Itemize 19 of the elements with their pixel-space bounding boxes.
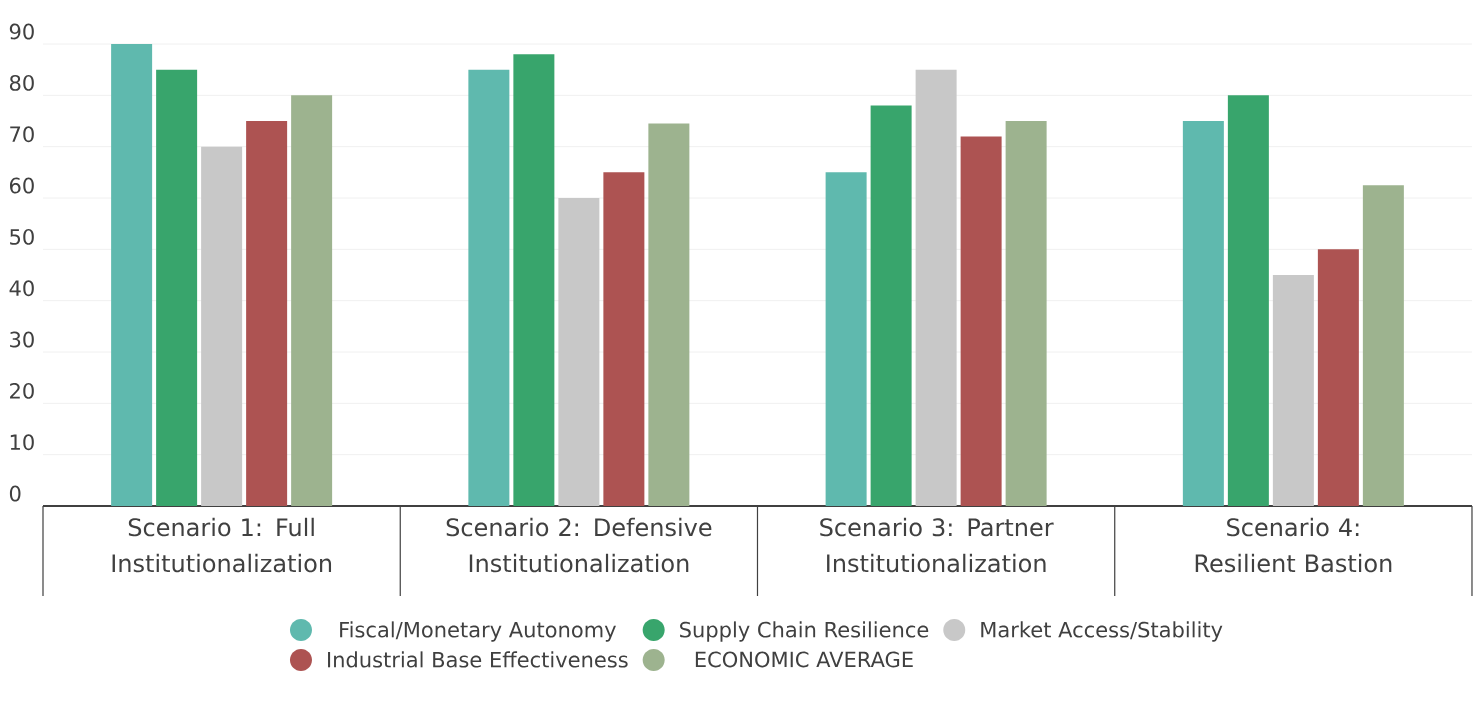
legend-label: ECONOMIC AVERAGE	[695, 651, 913, 668]
x-tick-label: Scenario 4: Resilient Bastion	[1195, 517, 1392, 573]
x-tick-label: Scenario 1: Full Institutionalization	[112, 517, 332, 573]
y-tick-label: 60	[9, 177, 34, 194]
y-tick-label: 90	[9, 23, 34, 40]
y-tick-label: 50	[10, 228, 34, 245]
legend-label: Supply Chain Resilience	[680, 621, 929, 642]
x-tick-label: Scenario 2: Defensive Institutionalization	[446, 517, 712, 573]
legend-label: Market Access/Stability	[981, 621, 1223, 642]
y-tick-label: 40	[9, 280, 34, 297]
y-tick-label: 20	[10, 382, 34, 399]
y-tick-label: 70	[10, 126, 34, 143]
y-tick-label: 80	[9, 74, 34, 91]
y-tick-label: 10	[10, 434, 34, 451]
legend-label: Industrial Base Effectiveness	[328, 651, 628, 668]
y-tick-label: 30	[10, 331, 34, 348]
legend-label: Fiscal/Monetary Autonomy	[340, 621, 616, 642]
y-tick-label: 0	[9, 485, 21, 502]
x-tick-label: Scenario 3: Partner Institutionalization	[820, 517, 1054, 573]
